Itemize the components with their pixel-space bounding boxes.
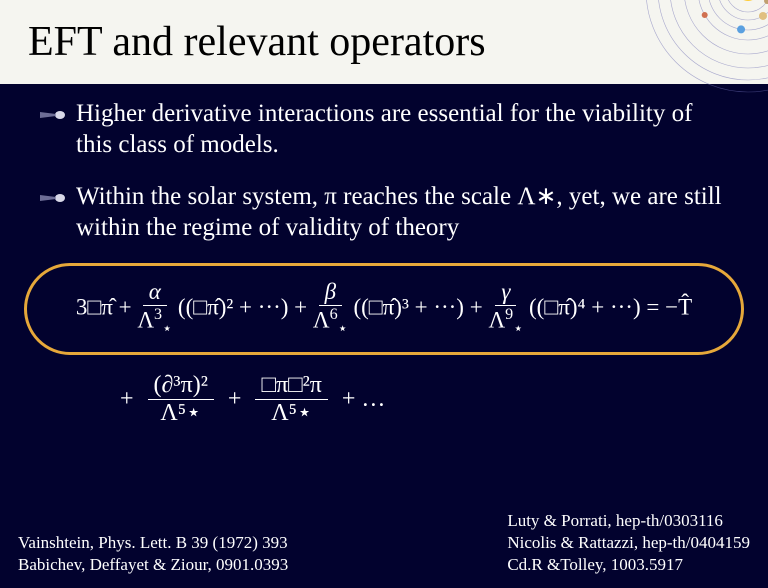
eq-plus: +	[120, 386, 134, 413]
frac-den: Λ6⋆	[313, 306, 348, 338]
reference-line: Luty & Porrati, hep-th/0303116	[507, 510, 750, 532]
comet-bullet-icon	[40, 191, 66, 205]
references-right: Luty & Porrati, hep-th/0303116 Nicolis &…	[507, 510, 750, 576]
eq-tail: + …	[342, 386, 386, 413]
eq-group: ((□π̂)⁴ + ···)	[529, 294, 641, 319]
frac-num: α	[143, 280, 167, 306]
eq-group: ((□π̂)³ + ···)	[353, 294, 464, 319]
frac-num: β	[319, 280, 342, 306]
eq-plus: +	[228, 386, 242, 413]
references-left: Vainshtein, Phys. Lett. B 39 (1972) 393 …	[18, 532, 288, 576]
reference-line: Vainshtein, Phys. Lett. B 39 (1972) 393	[18, 532, 288, 554]
eq-group: ((□π̂)² + ···)	[178, 294, 289, 319]
eq-fraction: (∂³π)² Λ⁵⋆	[148, 373, 214, 426]
eq-plus: +	[294, 294, 307, 319]
frac-den: Λ3⋆	[137, 306, 172, 338]
eq-plus: +	[470, 294, 483, 319]
bullet-item: Within the solar system, π reaches the s…	[40, 181, 728, 244]
den-sup: 9	[505, 306, 513, 323]
frac-den: Λ9⋆	[488, 306, 523, 338]
frac-den: Λ⁵⋆	[160, 400, 201, 426]
comet-bullet-icon	[40, 108, 66, 122]
den-sup: 6	[330, 306, 338, 323]
eq-fraction: □π□²π Λ⁵⋆	[255, 373, 327, 426]
frac-num: □π□²π	[255, 373, 327, 400]
den-sub: ⋆	[162, 320, 172, 337]
bullet-text: Within the solar system, π reaches the s…	[76, 181, 728, 244]
den-base: Λ	[488, 308, 505, 333]
eq-fraction: β Λ6⋆	[313, 280, 348, 338]
eq-fraction: γ Λ9⋆	[488, 280, 523, 338]
reference-line: Cd.R &Tolley, 1003.5917	[507, 554, 750, 576]
bullet-text-span: Within the solar system, π reaches the s…	[76, 183, 722, 241]
secondary-equation: + (∂³π)² Λ⁵⋆ + □π□²π Λ⁵⋆ + …	[120, 373, 768, 426]
frac-num: γ	[495, 280, 516, 306]
eq-rhs: = −T̂	[646, 294, 692, 319]
eq-fraction: α Λ3⋆	[137, 280, 172, 338]
bullet-text: Higher derivative interactions are essen…	[76, 98, 728, 161]
den-base: Λ	[137, 308, 154, 333]
reference-line: Nicolis & Rattazzi, hep-th/0404159	[507, 532, 750, 554]
eq-plus: +	[119, 294, 132, 319]
den-sub: ⋆	[338, 320, 348, 337]
frac-num: (∂³π)²	[148, 373, 214, 400]
content-area: Higher derivative interactions are essen…	[0, 84, 768, 243]
slide-title: EFT and relevant operators	[0, 0, 768, 84]
den-sub: ⋆	[513, 320, 523, 337]
frac-den: Λ⁵⋆	[271, 400, 312, 426]
bullet-item: Higher derivative interactions are essen…	[40, 98, 728, 161]
reference-line: Babichev, Deffayet & Ziour, 0901.0393	[18, 554, 288, 576]
eq-term: 3□π̂	[76, 294, 113, 319]
main-equation-box: 3□π̂ + α Λ3⋆ ((□π̂)² + ···) + β Λ6⋆ ((□π…	[24, 263, 744, 355]
den-base: Λ	[313, 308, 330, 333]
den-sup: 3	[154, 306, 162, 323]
